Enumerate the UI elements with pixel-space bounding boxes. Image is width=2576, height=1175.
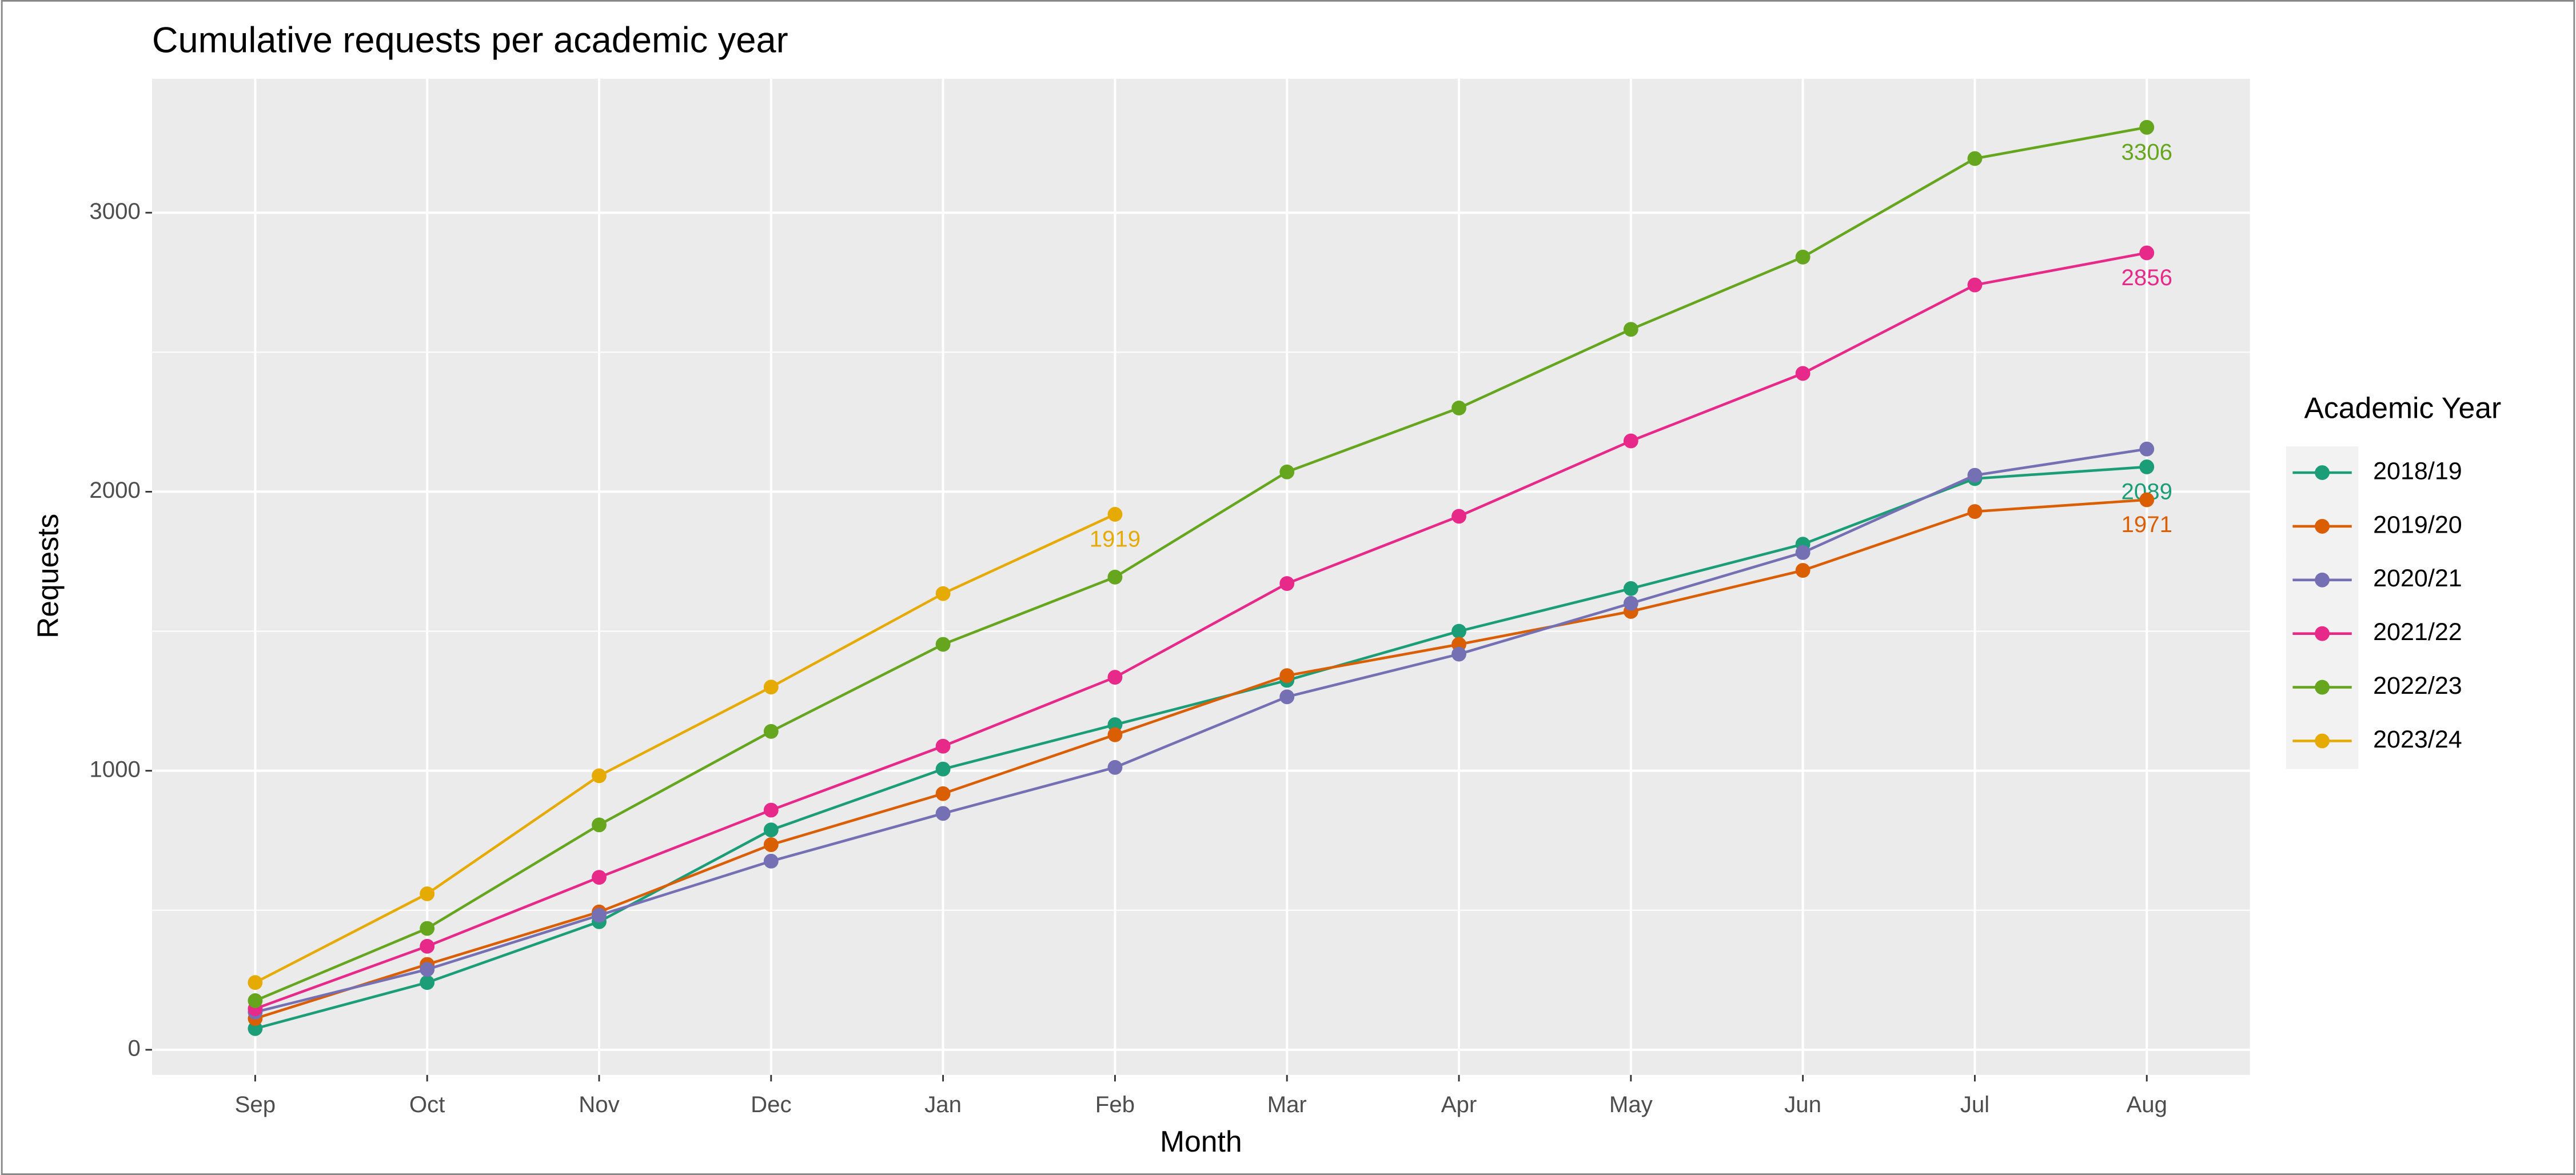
point [763,822,779,838]
legend-label: 2022/23 [2373,672,2462,700]
data-label: 3306 [2122,139,2172,165]
data-label: 1971 [2122,511,2172,537]
point [1107,727,1123,742]
point [763,802,779,818]
point [1279,689,1295,705]
point [248,993,263,1008]
series-line [254,447,2147,1014]
legend-label: 2023/24 [2373,726,2462,753]
point [1107,569,1123,585]
point [1623,581,1638,596]
x-tick-label: Nov [579,1092,619,1117]
y-tick-label: 1000 [89,756,140,782]
point [1452,401,1466,415]
point [420,921,435,936]
legend-label: 2018/19 [2373,457,2462,485]
point [2139,245,2155,261]
point [1967,151,1983,166]
x-tick-label: Aug [2126,1092,2167,1117]
point [1623,433,1638,449]
point [592,870,607,885]
point [1452,646,1466,662]
legend-key-point [2315,572,2330,588]
point [1795,563,1811,578]
point [1452,509,1466,524]
series-line [254,251,2147,1010]
y-tick-label: 3000 [89,198,140,224]
point [2139,492,2155,507]
legend-key-point [2315,733,2330,749]
point [1623,322,1638,337]
point [1107,507,1123,522]
point [592,908,607,923]
point [420,938,435,954]
chart-title: Cumulative requests per academic year [152,20,788,60]
point [1279,576,1295,591]
series-line [254,513,1116,984]
y-tick-label: 0 [127,1036,140,1061]
point [935,806,951,821]
legend-key-point [2315,518,2330,534]
legend-title: Academic Year [2304,391,2501,425]
point [763,837,779,852]
x-tick-label: Sep [235,1092,276,1117]
data-label: 2856 [2122,265,2172,290]
x-tick-label: Oct [409,1092,445,1117]
point [592,768,607,784]
series-line [254,126,2147,1002]
point [763,853,779,869]
x-tick-label: Dec [751,1092,791,1117]
x-axis-label: Month [1160,1125,1242,1158]
point [2139,441,2155,457]
legend-label: 2020/21 [2373,565,2462,592]
legend-key-point [2315,465,2330,480]
point [2139,119,2155,135]
point [935,637,951,652]
x-tick-label: Mar [1267,1092,1307,1117]
point [1795,366,1811,381]
point [1967,504,1983,519]
point [1623,596,1638,611]
point [1795,545,1811,560]
point [1279,464,1295,479]
data-label: 1919 [1090,526,1141,552]
point [592,817,607,833]
point [2139,459,2155,474]
legend-key-point [2315,626,2330,641]
legend-key-point [2315,680,2330,695]
point [1967,277,1983,293]
x-tick-label: Jul [1960,1092,1989,1117]
point [763,680,779,695]
series-line [254,498,2147,1020]
x-tick-label: Apr [1441,1092,1477,1117]
plot-panel [151,78,2250,1075]
point [420,886,435,901]
x-tick-label: Jun [1784,1092,1821,1117]
point [935,586,951,601]
x-tick-label: Jan [924,1092,962,1117]
legend-label: 2021/22 [2373,618,2462,646]
point [1107,670,1123,685]
point [935,738,951,754]
point [420,975,435,990]
point [763,724,779,739]
point [1795,249,1811,265]
y-tick-label: 2000 [89,477,140,503]
point [1967,467,1983,483]
point [248,975,263,990]
series-line [254,465,2147,1030]
point [1107,760,1123,775]
y-axis-label: Requests [31,514,65,638]
x-tick-label: May [1609,1092,1653,1117]
point [1279,668,1295,684]
point [1452,624,1466,639]
x-tick-label: Feb [1095,1092,1135,1117]
point [935,786,951,801]
point [935,761,951,777]
point [420,962,435,977]
legend-label: 2019/20 [2373,511,2462,538]
